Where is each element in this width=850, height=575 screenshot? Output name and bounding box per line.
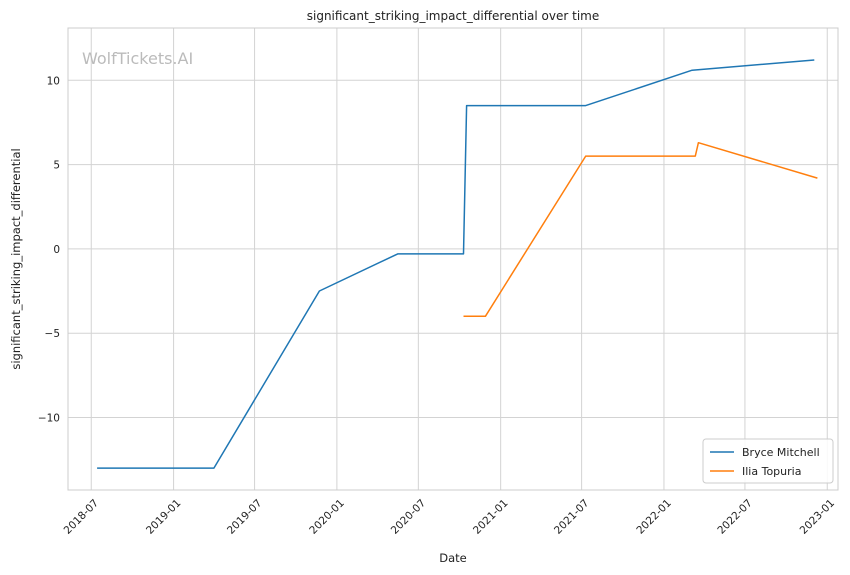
x-axis-label: Date <box>439 551 467 565</box>
series-layer <box>97 59 818 469</box>
plot-area <box>68 28 838 490</box>
legend-label-bryce-mitchell: Bryce Mitchell <box>742 446 820 459</box>
y-axis-label: significant_striking_impact_differential <box>9 148 23 369</box>
series-line-bryce-mitchell <box>97 59 815 469</box>
y-tick-label: −5 <box>45 328 60 340</box>
watermark: WolfTickets.AI <box>82 49 193 68</box>
series-line-ilia-topuria <box>463 141 818 318</box>
y-tick-label: −10 <box>38 412 60 424</box>
y-tick-label: 5 <box>53 160 60 172</box>
chart-title: significant_striking_impact_differential… <box>307 9 599 23</box>
y-axis-ticks: −10 −5 0 5 10 <box>38 75 60 424</box>
grid <box>68 28 838 490</box>
y-tick-label: 0 <box>53 244 60 256</box>
legend: Bryce Mitchell Ilia Topuria <box>702 438 834 484</box>
y-tick-label: 10 <box>47 75 60 87</box>
legend-box <box>702 438 834 484</box>
legend-label-ilia-topuria: Ilia Topuria <box>742 465 801 478</box>
plot-frame <box>67 27 839 491</box>
